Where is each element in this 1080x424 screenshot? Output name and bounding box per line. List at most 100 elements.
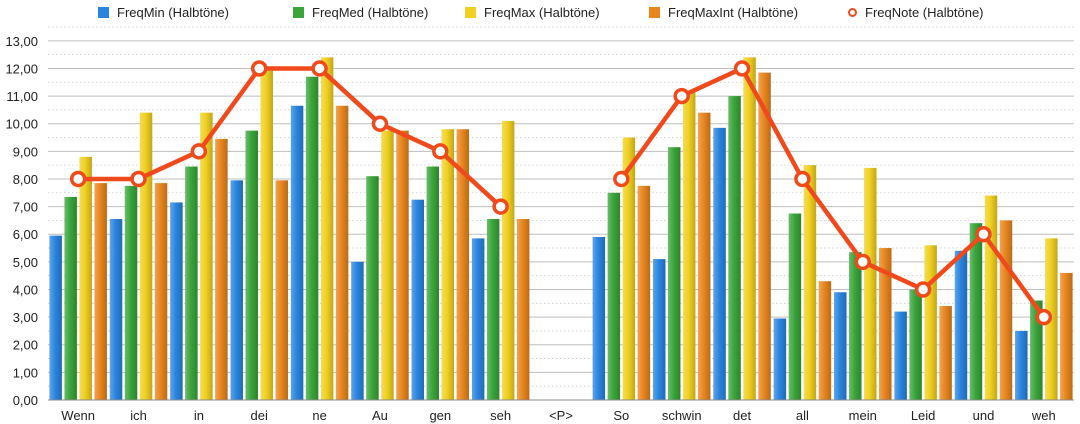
- legend-label: FreqMin (Halbtöne): [117, 4, 229, 20]
- x-tick-label: und: [973, 408, 995, 423]
- line-point: [492, 198, 509, 215]
- bar: [351, 261, 364, 400]
- legend-label: FreqMed (Halbtöne): [312, 4, 429, 20]
- y-tick-label: 9,00: [13, 144, 38, 159]
- bar: [200, 112, 213, 400]
- bar: [939, 306, 952, 400]
- bar: [486, 219, 500, 400]
- bar: [335, 105, 349, 400]
- x-tick-label: all: [796, 408, 809, 423]
- bar: [864, 167, 877, 400]
- bar: [697, 112, 711, 400]
- line-point: [914, 281, 932, 298]
- x-tick-label: det: [733, 408, 751, 423]
- x-axis: Wenn ich in dei ne Au gen seh <P> So schwin det all m…: [61, 408, 1055, 423]
- bar: [728, 96, 741, 401]
- bar: [758, 72, 771, 400]
- y-tick-label: 13,00: [5, 34, 38, 49]
- y-tick-label: 5,00: [13, 255, 38, 270]
- bars: [49, 57, 1073, 401]
- bar: [818, 281, 832, 400]
- bar: [501, 120, 515, 401]
- legend: FreqMin (Halbtöne) FreqMed (Halbtöne) Freq…: [0, 2, 1080, 22]
- bar: [381, 130, 394, 400]
- bar: [366, 176, 379, 400]
- x-tick-label: Wenn: [61, 408, 95, 423]
- x-tick-label: ich: [130, 408, 147, 423]
- line-point: [1035, 308, 1053, 326]
- bar: [109, 219, 123, 400]
- bar: [441, 129, 455, 401]
- legend-item: FreqMaxInt (Halbtöne): [649, 2, 798, 22]
- bar: [743, 57, 756, 401]
- y-axis: 0,00 1,00 2,00 3,00 4,00 5,00 6,00 7,00 8,00 9,00…: [5, 34, 38, 408]
- legend-item: FreqMed (Halbtöne): [293, 2, 428, 22]
- bar: [682, 91, 696, 400]
- bar: [94, 183, 107, 400]
- y-tick-label: 7,00: [13, 200, 38, 215]
- bar: [139, 112, 153, 400]
- bar: [456, 129, 470, 401]
- line-point: [371, 115, 389, 132]
- y-tick-label: 11,00: [6, 89, 38, 104]
- x-tick-label: in: [194, 408, 204, 423]
- x-tick-label: mein: [849, 408, 877, 423]
- bar: [426, 166, 440, 400]
- legend-label: FreqMax (Halbtöne): [484, 4, 600, 20]
- legend-label: FreqNote (Halbtöne): [865, 4, 984, 20]
- bar: [849, 252, 862, 400]
- bar: [79, 156, 92, 400]
- bar: [984, 195, 998, 400]
- line-point: [190, 143, 208, 160]
- line-point: [311, 60, 328, 77]
- line-point: [69, 170, 87, 188]
- bar: [773, 318, 787, 400]
- y-tick-label: 10,00: [5, 117, 38, 132]
- series-line: [619, 66, 1047, 320]
- bar: [245, 130, 258, 400]
- bar: [1015, 330, 1028, 400]
- line-point: [733, 60, 751, 77]
- y-tick-label: 8,00: [13, 172, 38, 187]
- bar: [275, 180, 288, 400]
- bar: [64, 196, 77, 400]
- bar: [879, 248, 892, 400]
- legend-item: FreqNote (Halbtöne): [848, 2, 984, 22]
- y-tick-label: 3,00: [13, 310, 38, 325]
- bar: [1060, 272, 1073, 400]
- legend-swatch: [649, 6, 660, 18]
- x-tick-label: schwin: [662, 408, 702, 423]
- legend-swatch: [98, 6, 109, 18]
- bar: [834, 292, 847, 400]
- bar: [894, 311, 907, 400]
- line-point: [250, 60, 268, 77]
- legend-swatch: [293, 6, 304, 18]
- legend-item: FreqMin (Halbtöne): [98, 2, 229, 22]
- bar: [471, 238, 485, 400]
- bar: [652, 259, 666, 400]
- bar: [185, 166, 198, 400]
- legend-item: FreqMax (Halbtöne): [465, 2, 600, 22]
- bar: [924, 245, 937, 400]
- series-line: [75, 66, 503, 209]
- bar: [215, 138, 228, 400]
- x-tick-label: seh: [490, 408, 511, 423]
- line-point: [854, 253, 872, 271]
- y-tick-label: 6,00: [13, 227, 38, 242]
- line-point: [673, 87, 690, 105]
- x-tick-label: So: [613, 408, 629, 423]
- y-tick-label: 2,00: [13, 338, 38, 353]
- bar: [592, 236, 606, 400]
- x-tick-label: weh: [1031, 408, 1056, 423]
- bar: [803, 165, 817, 400]
- x-tick-label: gen: [429, 408, 451, 423]
- bar: [170, 202, 183, 400]
- bar: [411, 199, 425, 400]
- bar: [788, 213, 802, 400]
- x-tick-label: dei: [251, 408, 268, 423]
- bar: [667, 147, 681, 400]
- bar: [396, 130, 409, 400]
- bar: [999, 220, 1013, 400]
